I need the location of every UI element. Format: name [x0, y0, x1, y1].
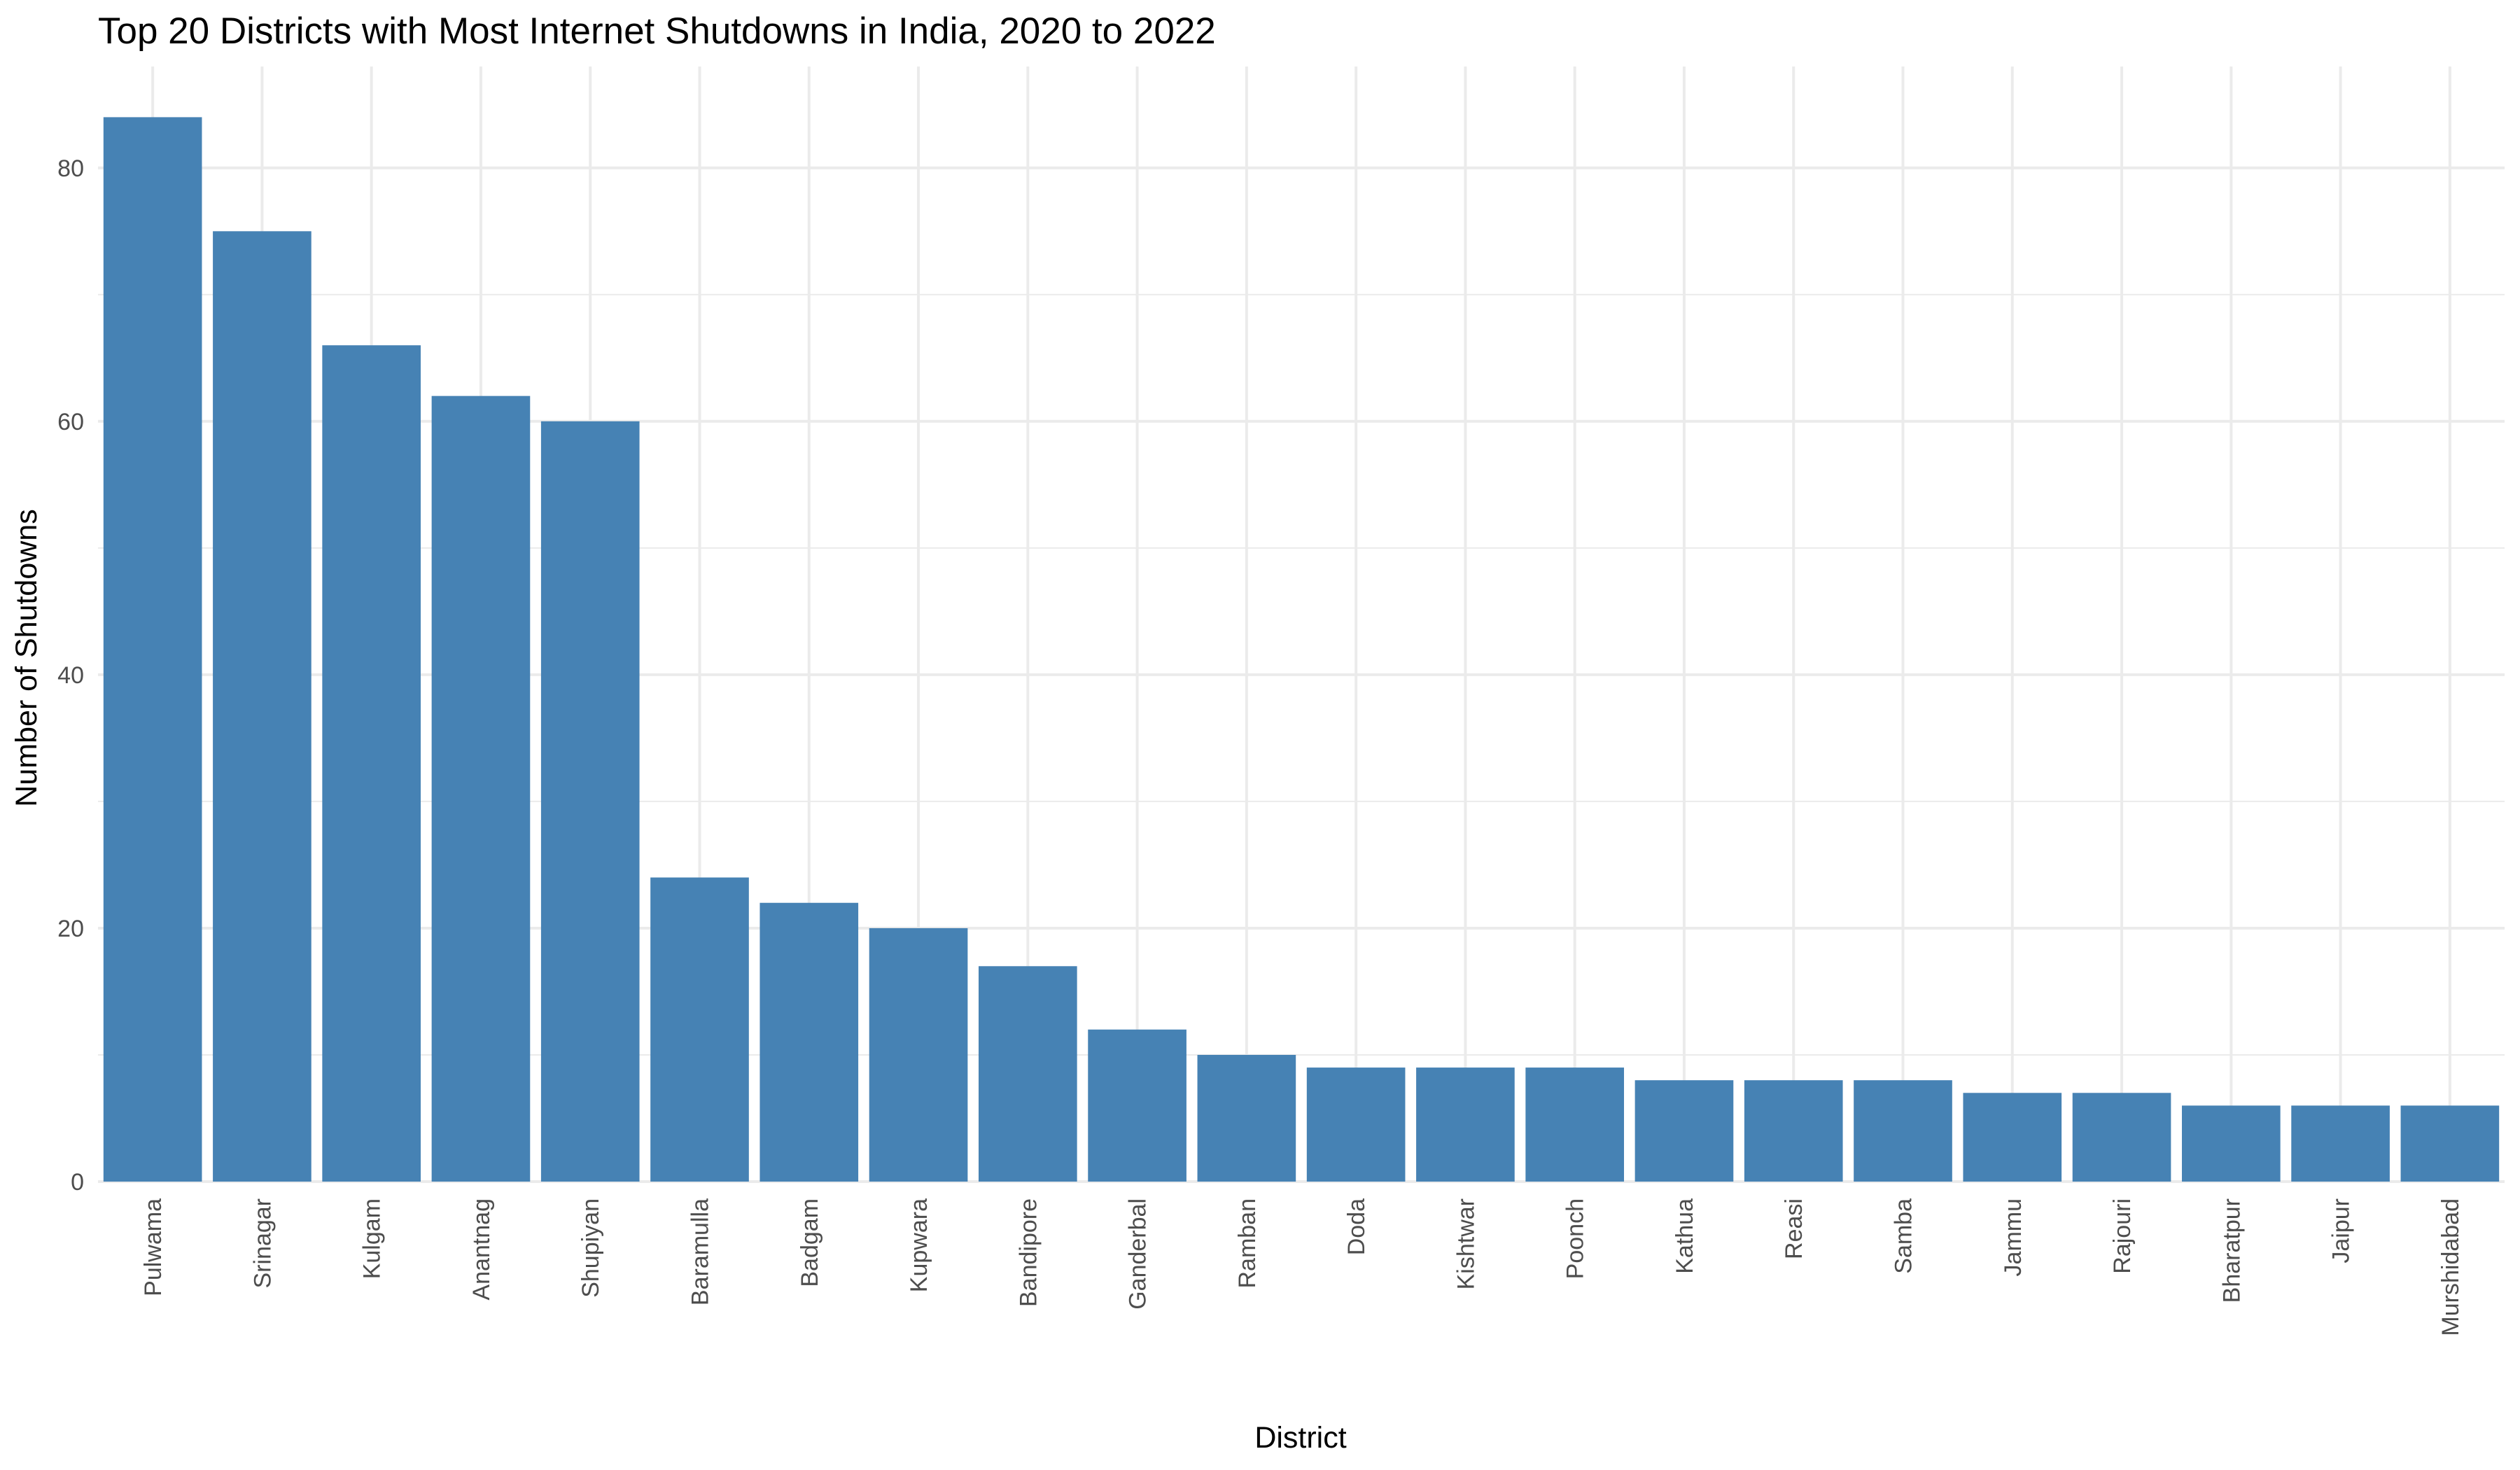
x-tick-label: Kulgam: [359, 1198, 386, 1279]
x-tick-label: Pulwama: [140, 1198, 167, 1296]
x-axis-ticks: Pulwama Srinagar Kulgam Anantnag Shupiyan Bar…: [140, 1198, 2464, 1336]
y-axis-title: Number of Shutdowns: [10, 509, 43, 806]
x-tick-label: Jaipur: [2328, 1198, 2355, 1264]
x-tick-label: Rajouri: [2109, 1198, 2136, 1274]
bar-srinagar: [213, 231, 312, 1182]
bar-reasi: [1744, 1080, 1843, 1182]
bar-jaipur: [2291, 1105, 2390, 1182]
x-tick-label: Baramulla: [687, 1198, 714, 1306]
x-tick-label: Bandipore: [1015, 1198, 1042, 1307]
bar-pulwama: [103, 117, 202, 1182]
x-tick-label: Badgam: [797, 1198, 823, 1287]
bar-kishtwar: [1416, 1068, 1515, 1182]
chart-title: Top 20 Districts with Most Internet Shut…: [98, 10, 1216, 52]
bar-samba: [1854, 1080, 1952, 1182]
bar-murshidabad: [2400, 1105, 2500, 1182]
x-tick-label: Reasi: [1781, 1198, 1807, 1259]
bar-ramban: [1197, 1054, 1296, 1182]
x-tick-label: Anantnag: [468, 1198, 495, 1301]
y-tick-label: 20: [57, 916, 84, 942]
bar-bandipore: [978, 966, 1077, 1182]
x-tick-label: Ganderbal: [1125, 1198, 1152, 1310]
x-tick-label: Shupiyan: [578, 1198, 604, 1298]
bar-doda: [1306, 1068, 1406, 1182]
y-tick-label: 0: [71, 1169, 84, 1196]
bar-ganderbal: [1088, 1029, 1186, 1182]
x-axis-title: District: [1254, 1421, 1346, 1455]
bar-rajouri: [2072, 1093, 2171, 1182]
y-axis-ticks: 0 20 40 60 80: [57, 155, 84, 1196]
y-tick-label: 80: [57, 155, 84, 182]
bar-bharatpur: [2181, 1105, 2281, 1182]
x-tick-label: Jammu: [2000, 1198, 2026, 1276]
bar-anantnag: [431, 396, 531, 1182]
x-tick-label: Murshidabad: [2437, 1198, 2464, 1336]
x-tick-label: Kupwara: [906, 1198, 932, 1292]
bar-kathua: [1634, 1080, 1734, 1182]
bar-kupwara: [869, 927, 968, 1182]
x-tick-label: Ramban: [1234, 1198, 1261, 1289]
bar-poonch: [1525, 1068, 1625, 1182]
y-tick-label: 40: [57, 662, 84, 689]
bar-shupiyan: [540, 421, 640, 1182]
x-tick-label: Kishtwar: [1452, 1198, 1479, 1289]
x-tick-label: Srinagar: [249, 1198, 276, 1289]
x-tick-label: Doda: [1343, 1198, 1370, 1255]
x-tick-label: Samba: [1891, 1198, 1917, 1274]
bar-badgam: [760, 902, 859, 1182]
x-tick-label: Poonch: [1562, 1198, 1589, 1279]
bar-baramulla: [650, 877, 749, 1182]
x-tick-label: Kathua: [1672, 1198, 1698, 1274]
bars-group: [103, 117, 2500, 1182]
y-tick-label: 60: [57, 409, 84, 435]
bar-kulgam: [322, 345, 421, 1182]
x-tick-label: Bharatpur: [2218, 1198, 2245, 1303]
bar-jammu: [1963, 1093, 2062, 1182]
